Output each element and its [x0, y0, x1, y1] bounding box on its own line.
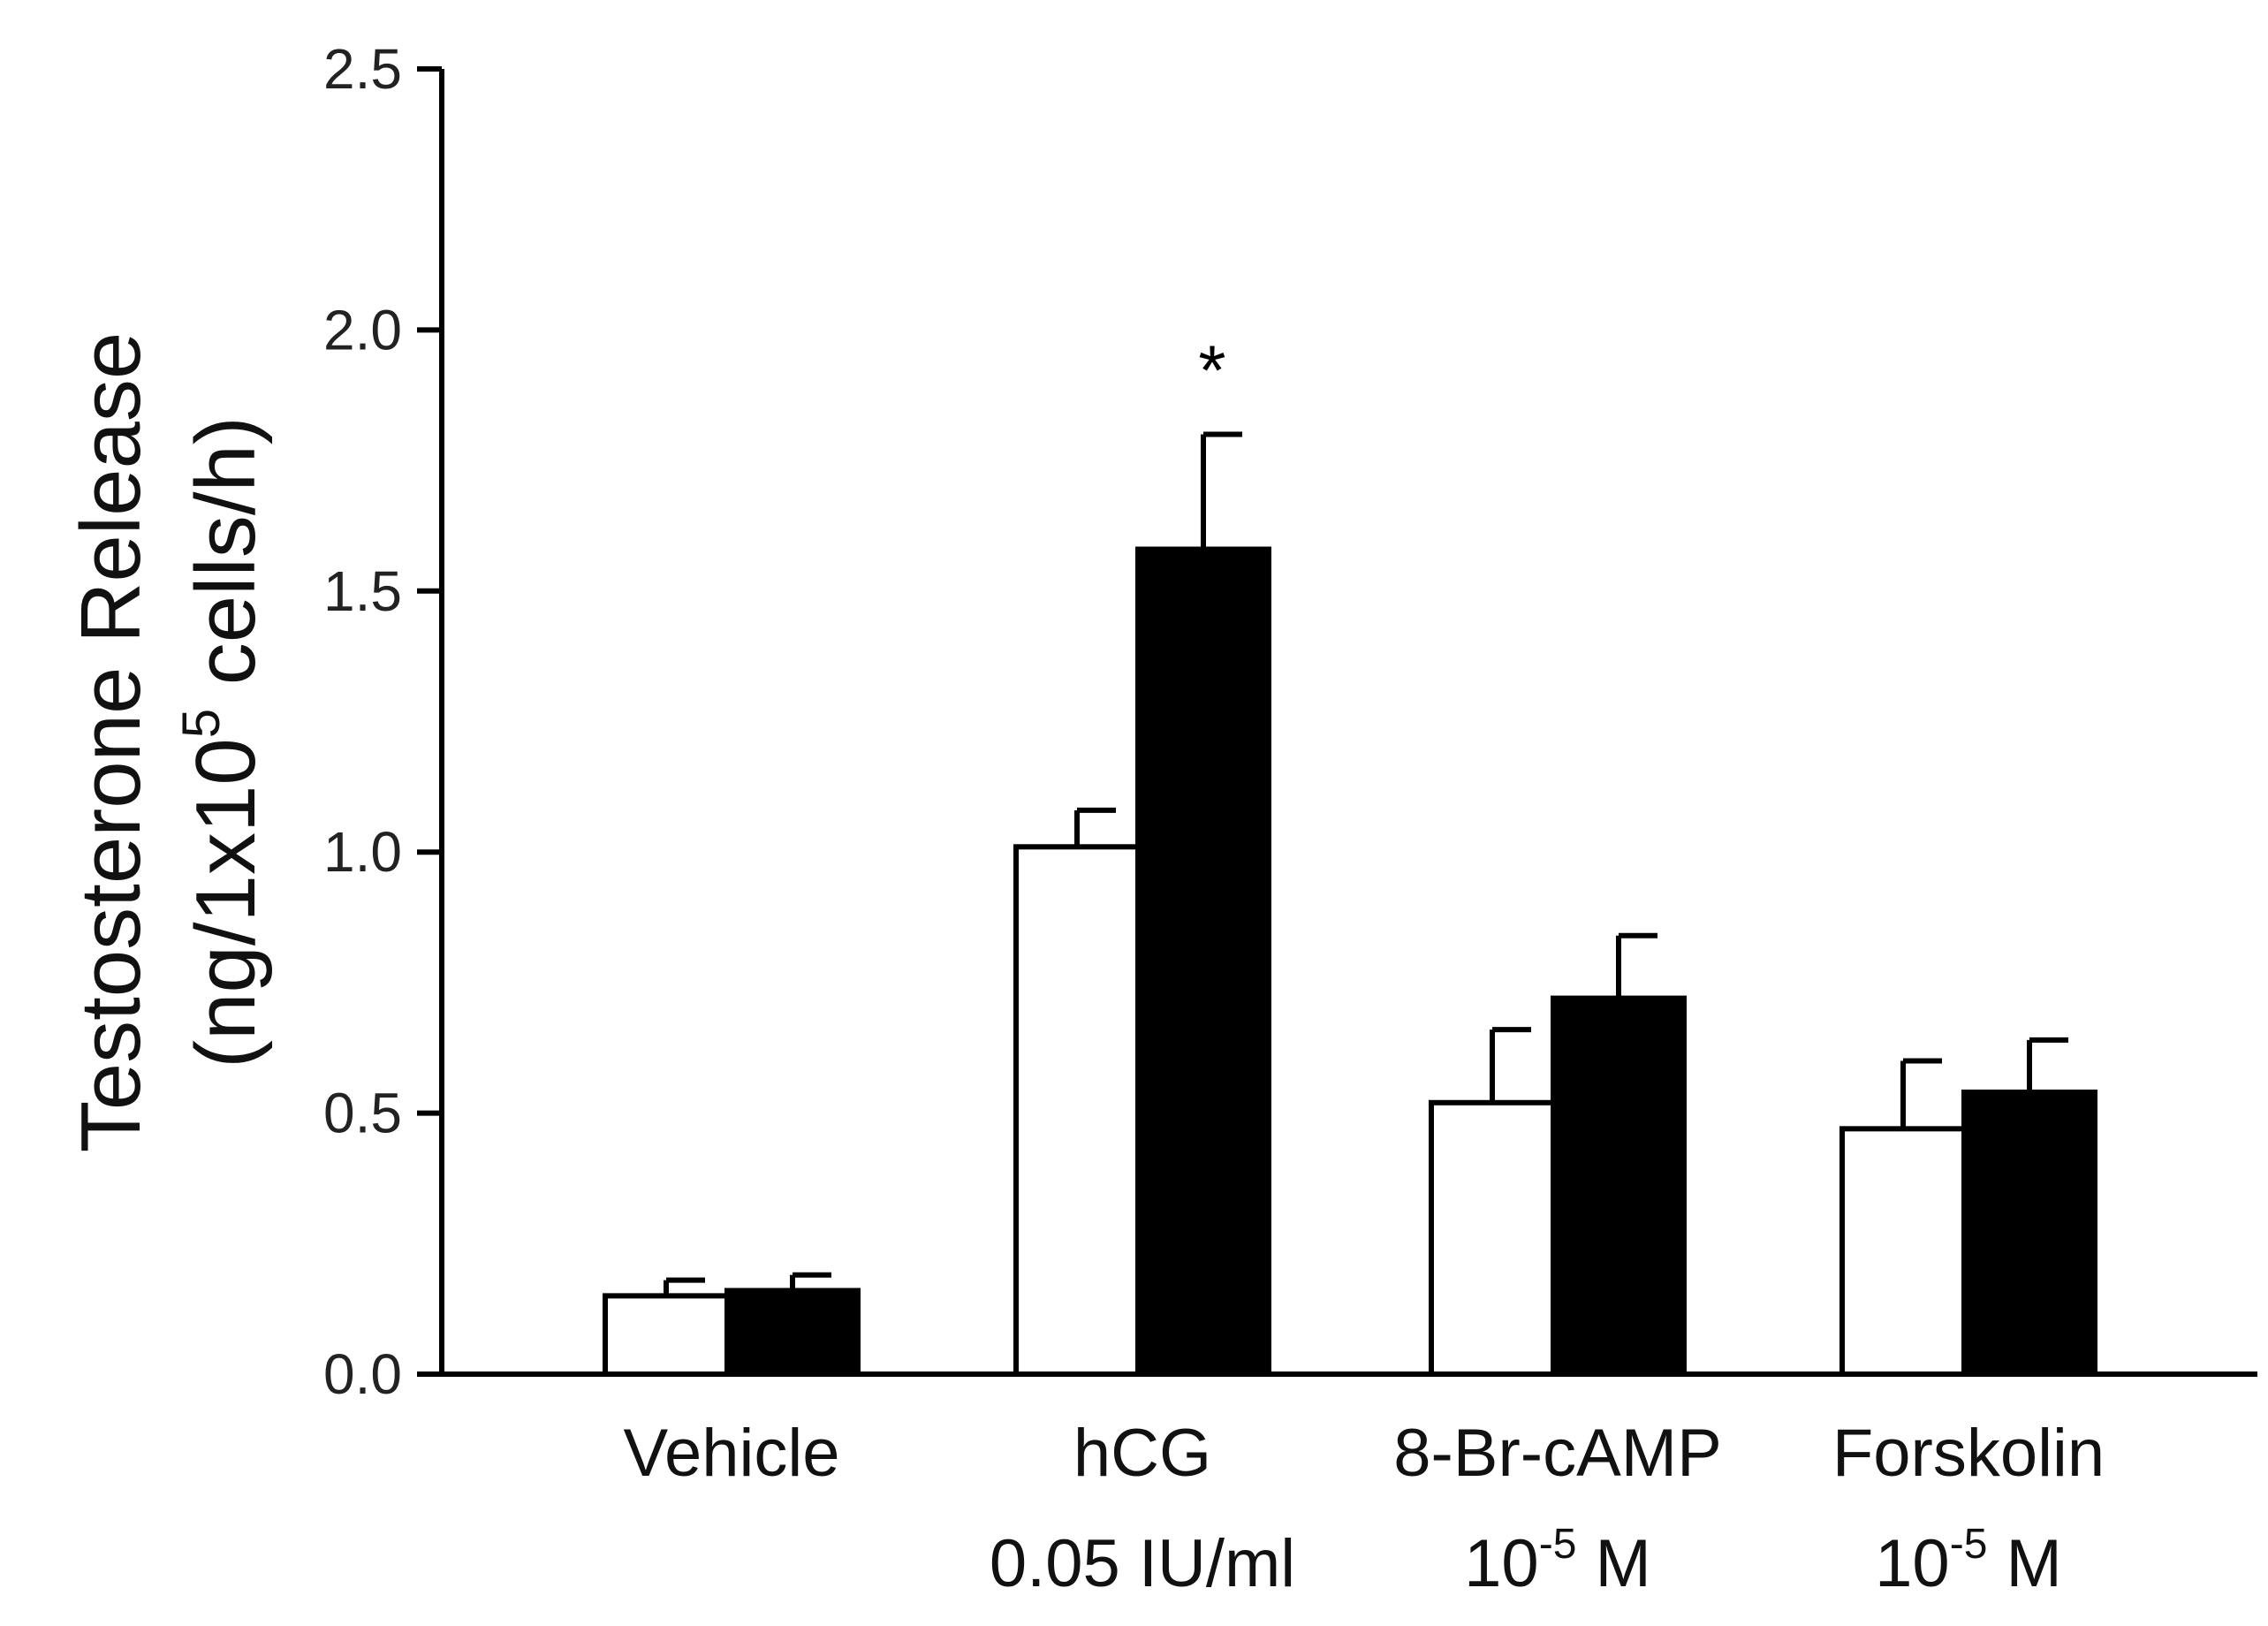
bar-open: [1013, 844, 1141, 1377]
bar-open: [1839, 1126, 1967, 1377]
y-tick-label: 1.5: [323, 559, 402, 623]
bar-open: [1429, 1099, 1556, 1378]
y-tick-label: 1.0: [323, 820, 402, 884]
y-tick-label: 0.0: [323, 1342, 402, 1406]
significance-marker: *: [1198, 331, 1225, 410]
bars: *: [603, 331, 2097, 1378]
bar-open: [603, 1293, 730, 1378]
y-axis-label-line1: Testosterone Release: [64, 332, 158, 1153]
category-sublabel: 10-5 M: [1464, 1521, 1651, 1601]
y-tick-label: 0.5: [323, 1082, 402, 1145]
category-labels: Vehicle hCG 0.05 IU/ml 8-Br-cAMP 10-5 M Forsk…: [623, 1416, 2105, 1601]
category-sublabel: 10-5 M: [1875, 1521, 2062, 1601]
category-label: hCG: [1073, 1416, 1211, 1491]
y-axis-label-line2: (ng/1x105 cells/h): [171, 416, 273, 1068]
bar-filled: [1961, 1089, 2097, 1378]
bar-filled: [1551, 995, 1687, 1378]
bar-filled: [1135, 546, 1271, 1377]
category-label: Forskolin: [1832, 1416, 2105, 1491]
y-tick-label: 2.0: [323, 298, 402, 361]
category-sublabel: 0.05 IU/ml: [990, 1526, 1295, 1601]
y-ticks: 0.0 0.5 1.0 1.5 2.0 2.5: [323, 37, 442, 1406]
bar-filled: [724, 1288, 861, 1378]
category-label: 8-Br-cAMP: [1393, 1416, 1722, 1491]
category-label: Vehicle: [623, 1416, 839, 1491]
y-tick-label: 2.5: [323, 37, 402, 101]
